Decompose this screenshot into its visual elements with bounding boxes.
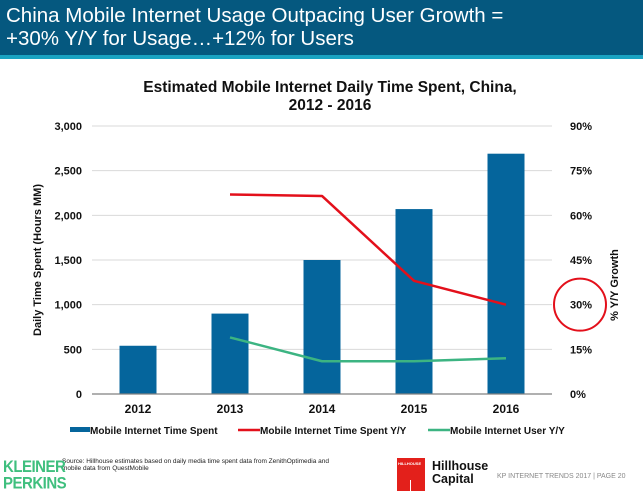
x-tick-label: 2015 <box>401 402 428 416</box>
y-axis-label: Daily Time Spent (Hours MM) <box>32 184 44 336</box>
bar-2013 <box>211 313 249 394</box>
legend-label: Mobile Internet User Y/Y <box>450 426 565 437</box>
hillhouse-logo-name: Hillhouse Capital <box>432 459 489 486</box>
y2-tick-label: 15% <box>570 344 592 356</box>
legend-label: Mobile Internet Time Spent <box>90 426 218 437</box>
y-tick-label: 0 <box>76 389 82 401</box>
x-tick-label: 2016 <box>493 402 520 416</box>
y2-tick-label: 30% <box>570 300 592 312</box>
highlight-circle <box>553 277 607 332</box>
legend: Mobile Internet Time Spent Mobile Interne… <box>70 426 565 437</box>
bar-2016 <box>487 153 525 394</box>
bar-2015 <box>395 209 433 394</box>
kleiner-perkins-logo: KLEINER PERKINS <box>3 457 67 493</box>
y2-tick-label: 45% <box>570 255 592 267</box>
y2-tick-label: 90% <box>570 121 592 133</box>
x-tick-label: 2014 <box>309 402 336 416</box>
x-tick-label: 2012 <box>125 402 152 416</box>
hillhouse-logo-mark: HILLHOUSE <box>397 458 425 491</box>
line-user-yy <box>229 336 507 363</box>
y2-tick-label: 75% <box>570 166 592 178</box>
y-axis-left-ticks: 0 500 1,000 1,500 2,000 2,500 3,000 <box>54 121 82 401</box>
x-tick-label: 2013 <box>217 402 244 416</box>
y2-tick-label: 60% <box>570 210 592 222</box>
y-tick-label: 2,500 <box>54 166 82 178</box>
y2-axis-label: % Y/Y Growth <box>609 249 621 321</box>
lines <box>229 193 507 363</box>
y-tick-label: 1,000 <box>54 300 82 312</box>
hillhouse-logo-mark-text: HILLHOUSE <box>398 461 422 466</box>
hillhouse-logo-line <box>410 480 411 491</box>
y-tick-label: 2,000 <box>54 210 82 222</box>
slide-title: China Mobile Internet Usage Outpacing Us… <box>6 4 504 50</box>
legend-label: Mobile Internet Time Spent Y/Y <box>260 426 407 437</box>
chart-title: Estimated Mobile Internet Daily Time Spe… <box>143 79 517 114</box>
slide-header: China Mobile Internet Usage Outpacing Us… <box>0 0 643 55</box>
kp-logo-text: KLEINER PERKINS <box>3 457 67 493</box>
source-note: Source: Hillhouse estimates based on dai… <box>62 458 330 472</box>
y-tick-label: 1,500 <box>54 255 82 267</box>
bars <box>119 153 525 394</box>
y-axis-right-ticks: 0% 15% 30% 45% 60% 75% 90% <box>570 121 592 401</box>
page-label: KP INTERNET TRENDS 2017 | PAGE 20 <box>497 473 626 480</box>
legend-swatch-bar <box>70 427 90 432</box>
bar-2012 <box>119 345 157 394</box>
x-axis-ticks: 2012 2013 2014 2015 2016 <box>125 402 520 416</box>
y-tick-label: 3,000 <box>54 121 82 133</box>
bar-2014 <box>303 260 341 394</box>
y2-tick-label: 0% <box>570 389 586 401</box>
line-time-spent-yy <box>229 193 507 306</box>
header-accent-strip <box>0 55 643 59</box>
annotations <box>553 277 607 332</box>
y-tick-label: 500 <box>64 344 82 356</box>
